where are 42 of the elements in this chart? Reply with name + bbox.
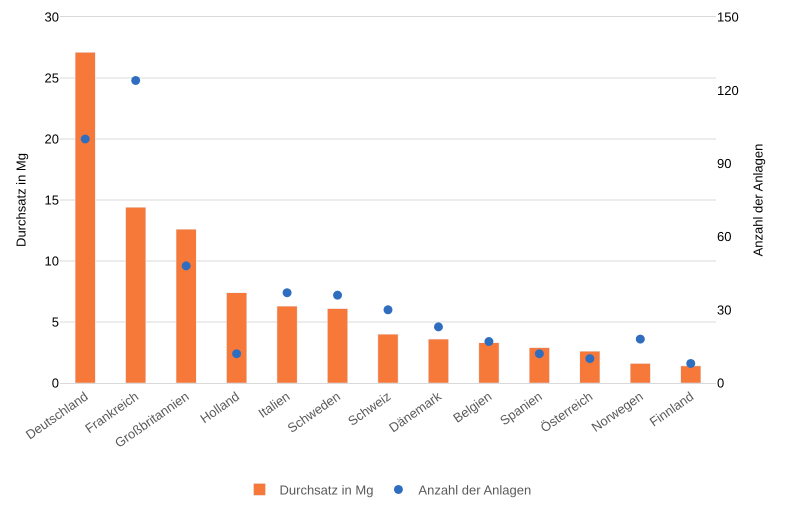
legend-label: Durchsatz in Mg xyxy=(280,482,374,498)
y-axis-title: Durchsatz in Mg xyxy=(13,153,28,247)
y2-axis-title: Anzahl der Anlagen xyxy=(750,144,766,256)
point xyxy=(686,358,696,368)
y2-tick-label: 0 xyxy=(717,376,724,391)
y-tick-label: 25 xyxy=(44,70,59,86)
point xyxy=(534,349,544,358)
bar xyxy=(327,308,348,383)
y2-tick-label: 120 xyxy=(717,82,739,98)
bar xyxy=(276,306,298,383)
bar xyxy=(74,52,96,383)
y2-tick-label: 150 xyxy=(717,10,739,25)
bar xyxy=(529,347,550,383)
point xyxy=(585,354,594,364)
bar xyxy=(428,338,449,383)
point xyxy=(333,290,342,300)
point xyxy=(384,305,392,314)
point xyxy=(636,334,645,344)
y-tick-label: 5 xyxy=(52,314,59,330)
point xyxy=(434,322,443,332)
point xyxy=(182,261,191,270)
point xyxy=(131,76,140,85)
y2-tick-label: 30 xyxy=(717,302,732,318)
y-tick-label: 30 xyxy=(44,10,59,25)
bar xyxy=(680,366,702,383)
bar xyxy=(125,207,146,383)
y2-tick-label: 60 xyxy=(717,229,732,244)
bar xyxy=(176,229,196,383)
bar xyxy=(478,342,500,383)
y-tick-label: 20 xyxy=(44,132,59,147)
y-tick-label: 0 xyxy=(52,376,59,391)
point xyxy=(80,134,90,144)
point xyxy=(484,337,494,346)
y2-tick-label: 90 xyxy=(717,156,732,171)
bar xyxy=(630,363,651,383)
legend-label: Anzahl der Anlagen xyxy=(418,482,532,498)
point xyxy=(232,349,242,358)
bar xyxy=(378,334,398,383)
y-tick-label: 15 xyxy=(44,192,59,208)
point xyxy=(282,288,292,298)
y-tick-label: 10 xyxy=(44,254,59,269)
bar xyxy=(226,292,247,383)
